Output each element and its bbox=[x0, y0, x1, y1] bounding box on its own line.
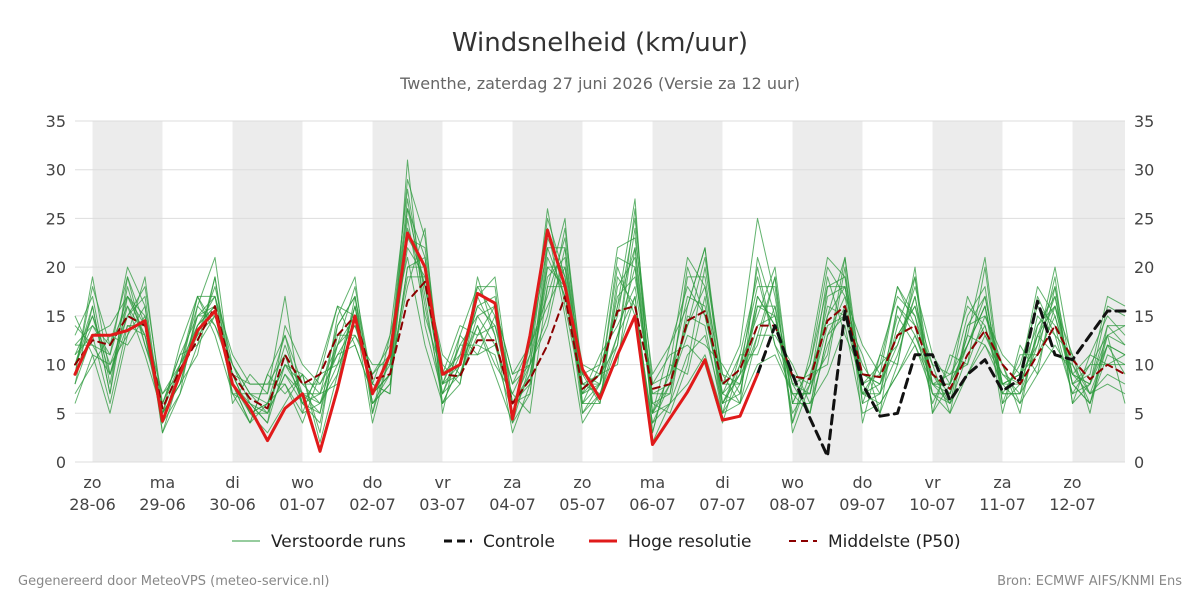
x-tick-date: 30-06 bbox=[209, 495, 256, 514]
ensemble-run-line bbox=[74, 237, 1126, 414]
x-tick-day: vr bbox=[434, 473, 450, 492]
y-tick-label-right: 0 bbox=[1134, 453, 1144, 472]
y-axis-left: 0 5 10 15 20 25 30 35 bbox=[46, 112, 66, 472]
main-series bbox=[73, 228, 1127, 458]
x-tick-day: wo bbox=[781, 473, 804, 492]
y-tick-label-right: 10 bbox=[1134, 356, 1154, 375]
ensemble-run-line bbox=[74, 237, 1126, 434]
x-tick-date: 07-07 bbox=[699, 495, 746, 514]
legend-label-median: Middelste (P50) bbox=[828, 532, 961, 552]
y-tick-label-left: 0 bbox=[56, 453, 66, 472]
x-tick-date: 01-07 bbox=[279, 495, 326, 514]
night-band bbox=[932, 121, 1003, 462]
control-run-line bbox=[756, 299, 1127, 458]
legend-label-hires: Hoge resolutie bbox=[628, 532, 752, 552]
x-tick-date: 12-07 bbox=[1049, 495, 1096, 514]
x-tick-date: 29-06 bbox=[139, 495, 186, 514]
x-tick-date: 28-06 bbox=[69, 495, 116, 514]
x-tick-date: 05-07 bbox=[559, 495, 606, 514]
x-tick-day: za bbox=[993, 473, 1011, 492]
x-tick-date: 08-07 bbox=[769, 495, 816, 514]
y-tick-label-right: 35 bbox=[1134, 112, 1154, 131]
x-tick-date: 03-07 bbox=[419, 495, 466, 514]
legend-label-ensemble: Verstoorde runs bbox=[271, 532, 406, 552]
y-tick-label-left: 15 bbox=[46, 307, 66, 326]
x-tick-day: ma bbox=[640, 473, 665, 492]
footer-source: Bron: ECMWF AIFS/KNMI Ens bbox=[997, 574, 1182, 589]
y-tick-label-left: 25 bbox=[46, 209, 66, 228]
x-tick-day: zo bbox=[1063, 473, 1081, 492]
x-tick-date: 09-07 bbox=[839, 495, 886, 514]
night-bands bbox=[92, 121, 1125, 462]
x-tick-date: 02-07 bbox=[349, 495, 396, 514]
legend: Verstoorde runs Controle Hoge resolutie … bbox=[232, 532, 961, 552]
ensemble-runs bbox=[74, 159, 1126, 443]
x-tick-day: za bbox=[503, 473, 521, 492]
y-tick-label-right: 30 bbox=[1134, 161, 1154, 180]
median-p50-line bbox=[74, 280, 1126, 410]
chart-subtitle: Twenthe, zaterdag 27 juni 2026 (Versie z… bbox=[399, 74, 800, 93]
y-tick-label-left: 20 bbox=[46, 258, 66, 277]
x-tick-day: zo bbox=[573, 473, 591, 492]
night-band bbox=[92, 121, 163, 462]
x-tick-day: do bbox=[363, 473, 383, 492]
x-tick-day: do bbox=[853, 473, 873, 492]
x-tick-date: 06-07 bbox=[629, 495, 676, 514]
x-tick-date: 11-07 bbox=[979, 495, 1026, 514]
chart-title: Windsnelheid (km/uur) bbox=[452, 28, 748, 58]
y-tick-label-right: 15 bbox=[1134, 307, 1154, 326]
x-tick-day: ma bbox=[150, 473, 175, 492]
y-axis-right: 0 5 10 15 20 25 30 35 bbox=[1134, 112, 1154, 472]
y-tick-label-left: 30 bbox=[46, 161, 66, 180]
x-tick-day: di bbox=[225, 473, 240, 492]
y-tick-label-left: 10 bbox=[46, 356, 66, 375]
night-band bbox=[372, 121, 443, 462]
high-resolution-line bbox=[73, 228, 759, 453]
y-tick-label-right: 5 bbox=[1134, 404, 1144, 423]
x-axis: zo 28-06 ma 29-06 di 30-06 wo 01-07 do 02-07 vr 03-… bbox=[69, 473, 1096, 514]
x-tick-day: di bbox=[715, 473, 730, 492]
x-tick-day: zo bbox=[83, 473, 101, 492]
x-tick-date: 04-07 bbox=[489, 495, 536, 514]
x-tick-day: vr bbox=[924, 473, 940, 492]
y-tick-label-left: 5 bbox=[56, 404, 66, 423]
night-band bbox=[792, 121, 863, 462]
night-band bbox=[1072, 121, 1125, 462]
x-tick-date: 10-07 bbox=[909, 495, 956, 514]
y-tick-label-right: 20 bbox=[1134, 258, 1154, 277]
footer-generated-by: Gegenereerd door MeteoVPS (meteo-service… bbox=[18, 574, 329, 589]
legend-label-control: Controle bbox=[483, 532, 555, 552]
y-tick-label-left: 35 bbox=[46, 112, 66, 131]
x-tick-day: wo bbox=[291, 473, 314, 492]
y-tick-label-right: 25 bbox=[1134, 209, 1154, 228]
